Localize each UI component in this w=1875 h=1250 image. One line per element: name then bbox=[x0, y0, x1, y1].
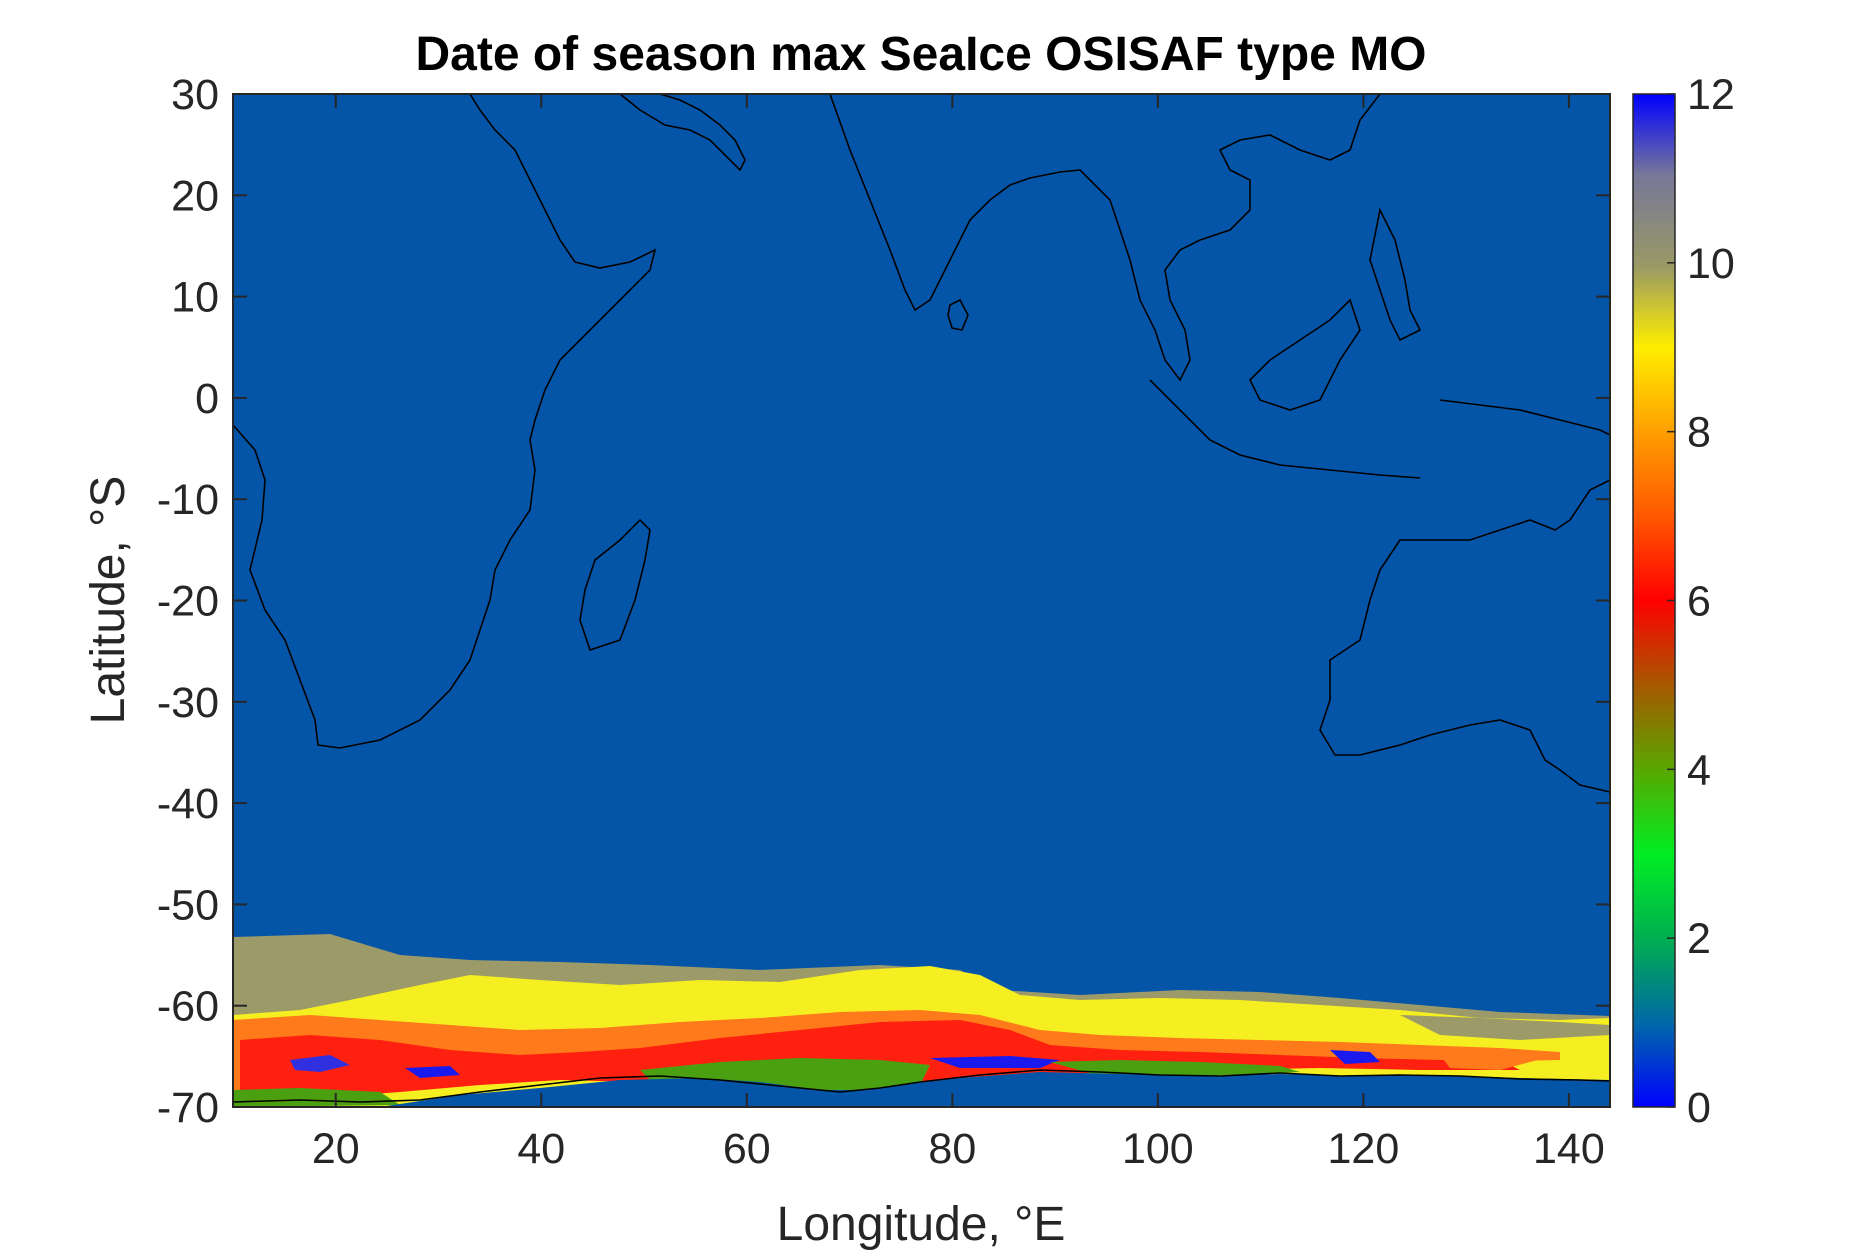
plot-area: 20 40 60 80 100 120 140 3020100-10-20-30-40-50… bbox=[157, 71, 1611, 1173]
x-tick-label: 100 bbox=[1122, 1125, 1194, 1173]
colorbar: 0 2 4 6 8 10 12 bbox=[1632, 71, 1735, 1132]
colorbar-tick-label: 2 bbox=[1687, 915, 1711, 963]
ocean-background bbox=[233, 94, 1610, 1107]
india-coast bbox=[829, 93, 1091, 312]
y-tick-label: -30 bbox=[157, 679, 219, 727]
colorbar-tick-label: 4 bbox=[1687, 746, 1711, 794]
y-tick-label: -10 bbox=[157, 476, 219, 524]
x-axis-ticks: 20 40 60 80 100 120 140 bbox=[312, 94, 1605, 1173]
band-orange-7-east bbox=[1440, 1050, 1545, 1070]
colorbar-tick-label: 0 bbox=[1687, 1084, 1711, 1132]
chart-title: Date of season max SeaIce OSISAF type MO bbox=[415, 28, 1426, 81]
colorbar-tick-label: 6 bbox=[1687, 578, 1711, 626]
coastlines bbox=[232, 93, 1611, 1103]
madagascar-coast bbox=[579, 518, 651, 652]
philippines-coast bbox=[1369, 207, 1422, 342]
y-tick-label: 10 bbox=[171, 274, 219, 322]
sumatra-java-coast bbox=[1149, 379, 1421, 479]
y-tick-label: 20 bbox=[171, 172, 219, 220]
band-blue-patch-2 bbox=[405, 1066, 460, 1078]
newguinea-coast bbox=[1439, 399, 1611, 436]
x-axis-label: Longitude, °E bbox=[777, 1198, 1066, 1250]
colorbar-ticks: 0 2 4 6 8 10 12 bbox=[1667, 71, 1735, 1132]
antarctic-coast-ocean bbox=[380, 1072, 1610, 1107]
borneo-coast bbox=[1249, 298, 1361, 411]
band-gray-10-patch-2 bbox=[1400, 1015, 1610, 1040]
x-tick-label: 60 bbox=[723, 1125, 771, 1173]
band-blue-patch-4 bbox=[1330, 1050, 1380, 1064]
band-blue-patch-3 bbox=[930, 1056, 1060, 1068]
x-tick-label: 120 bbox=[1327, 1125, 1399, 1173]
x-tick-label: 40 bbox=[517, 1125, 565, 1173]
y-tick-label: -50 bbox=[157, 881, 219, 929]
y-axis-ticks: 30 20 10 0 -10 -20 -30 -40 -50 -60 -70 bbox=[157, 71, 1610, 1132]
australia-coast bbox=[1319, 478, 1611, 794]
sea-ice-field bbox=[233, 934, 1610, 1107]
colorbar-tick-label: 10 bbox=[1687, 240, 1735, 288]
y-tick-label: -60 bbox=[157, 983, 219, 1031]
africa-coast bbox=[232, 93, 657, 749]
x-tick-label: 20 bbox=[312, 1125, 360, 1173]
y-axis-label: Latitude, °S bbox=[82, 476, 135, 725]
colorbar-tick-label: 8 bbox=[1687, 409, 1711, 457]
band-blue-patch bbox=[290, 1055, 350, 1072]
y-tick-label: -20 bbox=[157, 578, 219, 626]
arabia-coast bbox=[619, 93, 746, 172]
southeast-asia-coast bbox=[1089, 93, 1381, 382]
y-tick-label: 0 bbox=[195, 375, 219, 423]
srilanka-coast bbox=[947, 298, 969, 331]
colorbar-tick-label: 12 bbox=[1687, 71, 1735, 119]
band-gray-10-patch bbox=[260, 945, 380, 990]
y-tick-label: -40 bbox=[157, 780, 219, 828]
x-tick-label: 140 bbox=[1533, 1125, 1605, 1173]
y-tick-label: -70 bbox=[157, 1084, 219, 1132]
x-tick-label: 80 bbox=[928, 1125, 976, 1173]
antarctica-coast bbox=[232, 1069, 1611, 1103]
y-tick-label: 30 bbox=[171, 71, 219, 119]
